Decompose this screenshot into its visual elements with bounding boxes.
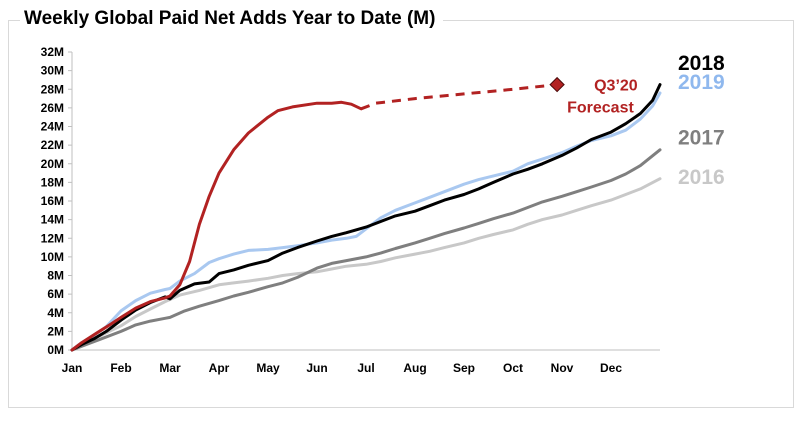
y-tick-label: 22M <box>41 138 64 152</box>
x-tick-label: Jun <box>306 361 327 375</box>
x-tick-label: Jul <box>357 361 374 375</box>
x-tick-label: Mar <box>159 361 181 375</box>
series-label-2018: 2018 <box>678 52 725 75</box>
x-tick-label: Jan <box>62 361 83 375</box>
y-tick-label: 12M <box>41 231 64 245</box>
x-tick-label: Dec <box>600 361 622 375</box>
series-line-2017 <box>70 148 662 352</box>
x-tick-label: May <box>256 361 280 375</box>
y-tick-label: 24M <box>41 120 64 134</box>
axes: 0M 2M 4M 6M 8M 10M 12M 14M 16M 18M 20M 22M 24M 26M 28M… <box>41 45 660 375</box>
y-tick-label: 8M <box>47 269 64 283</box>
x-tick-label: Aug <box>403 361 426 375</box>
y-tick-label: 20M <box>41 157 64 171</box>
y-tick-label: 28M <box>41 82 64 96</box>
x-tick-label: Nov <box>551 361 574 375</box>
x-tick-label: Apr <box>209 361 230 375</box>
series-label-2016: 2016 <box>678 166 725 189</box>
x-tick-label: Oct <box>503 361 523 375</box>
chart-title: Weekly Global Paid Net Adds Year to Date… <box>20 8 444 30</box>
series-line-2016 <box>70 177 662 352</box>
series-line-2019 <box>70 91 662 352</box>
y-tick-label: 30M <box>41 64 64 78</box>
series-label-2017: 2017 <box>678 127 725 150</box>
y-tick-label: 26M <box>41 101 64 115</box>
y-tick-label: 4M <box>47 306 64 320</box>
x-tick-label: Sep <box>453 361 475 375</box>
x-tick-label: Feb <box>110 361 131 375</box>
series-lines <box>70 83 662 352</box>
y-tick-label: 14M <box>41 213 64 227</box>
series-label-2019: 2019 <box>678 71 725 94</box>
y-tick-label: 16M <box>41 194 64 208</box>
y-tick-label: 2M <box>47 324 64 338</box>
series-line-2020-forecast <box>360 83 558 111</box>
annotation: Q3’20 Forecast <box>549 76 638 117</box>
series-line-2018 <box>70 83 662 352</box>
annotation-label-line2: Forecast <box>567 100 634 117</box>
annotation-label-line1: Q3’20 <box>594 78 638 95</box>
y-tick-label: 18M <box>41 175 64 189</box>
y-tick-label: 32M <box>41 45 64 59</box>
y-tick-label: 10M <box>41 250 64 264</box>
forecast-diamond-marker <box>549 76 565 93</box>
y-tick-label: 0M <box>47 343 64 357</box>
y-tick-label: 6M <box>47 287 64 301</box>
series-line-2020 <box>70 100 363 352</box>
